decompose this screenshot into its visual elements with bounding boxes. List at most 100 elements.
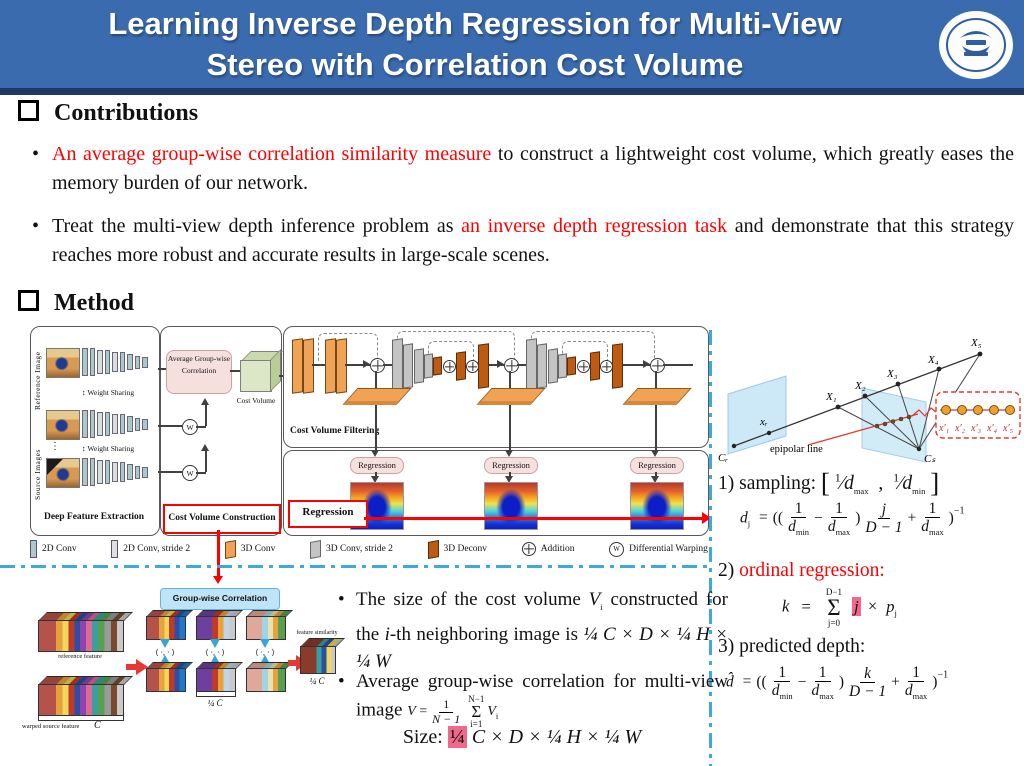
legend-label: 3D Deconv <box>443 544 488 554</box>
conv2d-icon <box>30 540 37 558</box>
predicted-depth-heading: 3) predicted depth: <box>718 636 866 657</box>
epipolar-ray <box>918 368 940 450</box>
sample-dot <box>890 419 896 424</box>
addition-node <box>504 358 519 373</box>
cost-volume-construction-label: Cost Volume Construction <box>163 504 281 534</box>
cr-label: Cᵣ <box>718 452 728 464</box>
conv-bar <box>127 416 133 432</box>
feature-group-stack <box>196 616 236 640</box>
groupwise-correlation-title: Group-wise Correlation <box>160 588 280 610</box>
conv3d-block <box>325 338 336 394</box>
up-down-arrow-icon: ↕ <box>81 444 86 453</box>
xr-label: xᵣ <box>759 416 768 428</box>
conv3d-block <box>292 338 303 394</box>
red-flow-line <box>364 517 706 520</box>
quarter-c-bracket <box>196 692 236 697</box>
x-point-dot <box>895 381 901 387</box>
conv3d-block <box>336 338 347 394</box>
average-correlation-bullet: • Average group-wise correlation for mul… <box>336 668 728 730</box>
source-image-thumbnail <box>46 458 80 488</box>
deconv3d-block <box>433 356 442 376</box>
feature-extractor-layers <box>82 458 148 486</box>
sample-point <box>973 405 983 415</box>
open-bracket: [ <box>820 468 830 498</box>
arrow-down <box>371 476 379 483</box>
connector-line <box>655 472 657 478</box>
connector-line <box>158 368 166 370</box>
arrow-down <box>371 450 379 457</box>
arrow-up <box>201 444 209 451</box>
method-heading-text: Method <box>54 290 134 316</box>
x3-label: X₃ <box>886 368 898 380</box>
university-logo-icon <box>939 11 1013 79</box>
cs-label: Cₛ <box>924 453 936 465</box>
red-arrow-right <box>702 512 711 524</box>
addition-node <box>577 360 590 373</box>
contribution-bullet-2: • Treat the multi-view depth inference p… <box>30 212 1014 270</box>
connector-line <box>517 364 526 366</box>
feature-extractor-layers <box>82 410 148 438</box>
feature-group-stack <box>246 668 286 692</box>
square-bullet-icon <box>18 100 39 121</box>
sample-dot <box>898 416 904 422</box>
contributions-heading-text: Contributions <box>54 100 199 126</box>
depth-map-thumbnail <box>630 482 684 530</box>
conv3d-stride2-block <box>558 353 567 379</box>
weight-sharing-label: ↕ Weight Sharing <box>81 444 135 453</box>
camera-center-dot <box>916 446 922 452</box>
reference-image-plane <box>727 375 787 455</box>
regression-pill: Regression <box>350 457 404 474</box>
size-summary: Size: ¼ C × D × ¼ H × ¼ W <box>402 726 642 748</box>
arrow-down <box>651 476 659 483</box>
x-point-dot <box>835 404 841 410</box>
connector-line <box>509 405 511 451</box>
feature-similarity-label: feature similarity <box>296 630 338 636</box>
addition-icon <box>521 542 536 556</box>
sample-label: x′₅ <box>1002 423 1014 434</box>
channel-c-label: C <box>94 720 101 731</box>
conv-bar <box>134 417 140 431</box>
deconv3d-block <box>478 343 489 389</box>
sample-dot <box>874 423 880 429</box>
diagram-legend: 2D Conv 2D Conv, stride 2 3D Conv 3D Con… <box>30 539 708 559</box>
up-down-arrow-icon: ↕ <box>81 388 86 397</box>
blue-arrow-down-icon <box>210 639 220 648</box>
sample-label: x′₂ <box>954 423 966 434</box>
sample-point <box>989 405 999 415</box>
conv-bar <box>127 354 133 370</box>
addition-node <box>443 360 456 373</box>
legend-label: 2D Conv <box>42 544 77 554</box>
feature-group-stack <box>146 668 186 692</box>
conv-bar <box>82 458 88 486</box>
conv-bar <box>142 356 148 368</box>
quarter-c-label: ¼ C <box>309 676 325 686</box>
legend-label: 2D Conv, stride 2 <box>123 544 191 554</box>
connector-line <box>375 405 377 451</box>
feature-group-stack <box>146 616 186 640</box>
conv-bar <box>104 412 110 436</box>
feature-group-stack <box>246 616 286 640</box>
connector-line <box>623 364 650 366</box>
contribution-2-text-a: Treat the multi-view depth inference pro… <box>52 215 462 237</box>
conv-bar <box>112 414 118 434</box>
conv3d-stride2-block <box>392 338 403 394</box>
x2-label: X₂ <box>854 380 866 392</box>
contribution-2-text-b: and demonstrate that this strategy reach… <box>52 215 1014 266</box>
arrow-right <box>363 360 370 368</box>
contribution-2-highlight: an inverse depth regression task <box>461 215 728 237</box>
connector-line <box>375 371 377 388</box>
warping-icon: W <box>609 541 625 557</box>
conv-bar <box>104 350 110 374</box>
bullet-icon: • <box>338 589 345 610</box>
title-line-2: Stereo with Correlation Cost Volume <box>206 47 744 82</box>
conv-bar <box>97 460 103 484</box>
legend-item: 3D Conv, stride 2 <box>309 539 393 559</box>
cost-volume-label: Cost Volume <box>236 396 276 405</box>
legend-item: 2D Conv <box>30 540 77 558</box>
reference-feature-stack <box>38 620 124 652</box>
legend-item: 2D Conv, stride 2 <box>111 540 190 558</box>
conv-bar <box>142 418 148 430</box>
regression-pill: Regression <box>484 457 538 474</box>
